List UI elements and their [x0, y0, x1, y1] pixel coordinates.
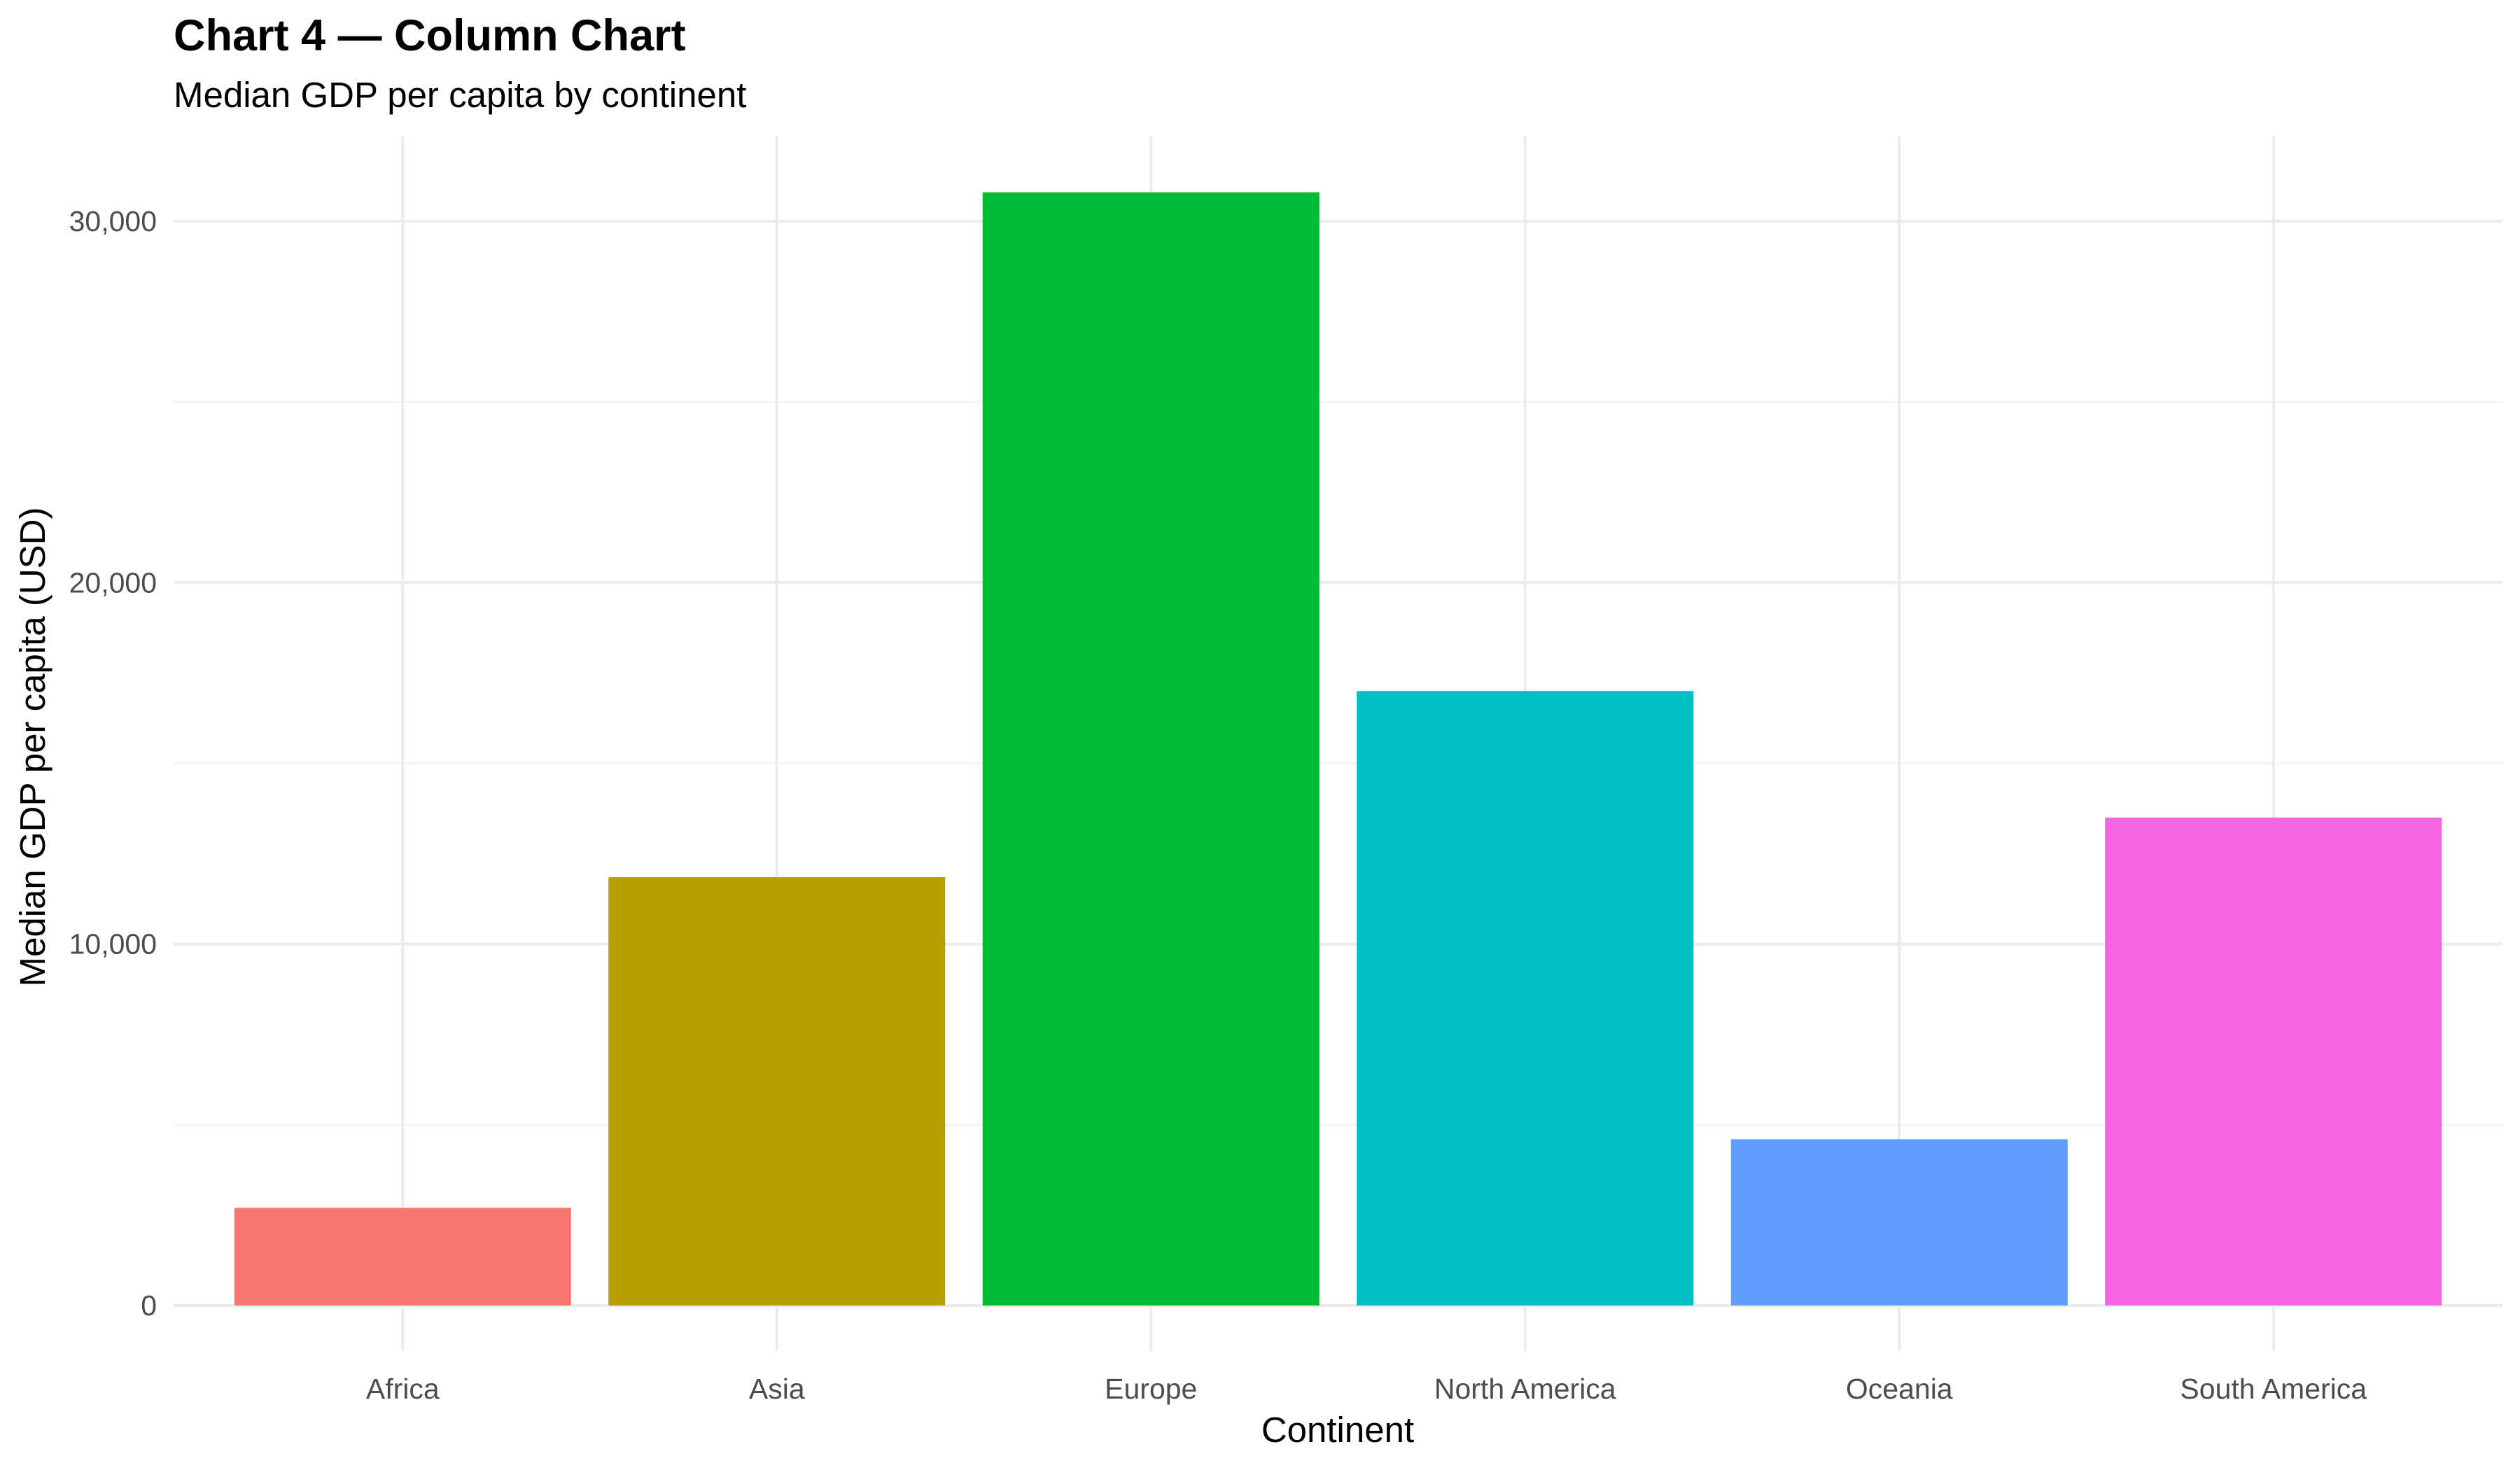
x-tick-label: Africa [366, 1373, 440, 1405]
y-tick-label: 20,000 [69, 566, 157, 598]
y-tick-label: 30,000 [69, 205, 157, 237]
x-axis-title: Continent [1261, 1410, 1414, 1450]
x-axis-ticks: Africa Asia Europe North America Oceania Sout… [366, 1373, 2367, 1405]
x-tick-label: Europe [1105, 1373, 1197, 1405]
bar-europe [982, 192, 1320, 1306]
y-tick-label: 10,000 [69, 928, 157, 960]
bar-asia [608, 877, 946, 1306]
x-tick-label: Oceania [1846, 1373, 1953, 1405]
bar-oceania [1730, 1139, 2068, 1306]
x-tick-label: Asia [749, 1373, 805, 1405]
x-tick-label: South America [2180, 1373, 2367, 1405]
chart-title: Chart 4 — Column Chart [174, 11, 686, 60]
bar-north-america [1357, 691, 1694, 1306]
y-tick-label: 0 [141, 1289, 157, 1322]
y-axis-title: Median GDP per capita (USD) [13, 507, 52, 987]
bars [234, 192, 2442, 1306]
bar-africa [234, 1208, 571, 1306]
bar-south-america [2105, 817, 2442, 1306]
x-tick-label: North America [1434, 1373, 1616, 1405]
y-axis-ticks: 0 10,000 20,000 30,000 [69, 205, 157, 1322]
chart-subtitle: Median GDP per capita by continent [174, 75, 746, 115]
